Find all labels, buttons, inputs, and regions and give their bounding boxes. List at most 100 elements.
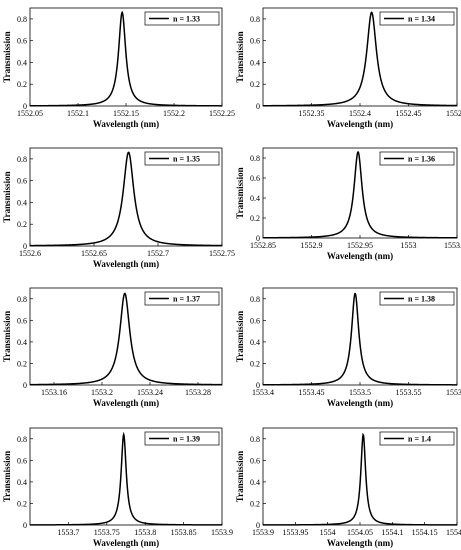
axes-frame: [29, 287, 223, 386]
x-tick-label: 1554.2: [446, 528, 461, 537]
x-axis-label: Wavelength (nm): [327, 119, 393, 129]
y-tick-label: 0.8: [17, 295, 27, 304]
y-tick-label: 0: [23, 242, 27, 251]
x-tick-label: 1553.9: [211, 528, 233, 537]
legend: n = 1.37: [144, 291, 220, 306]
x-tick-label: 1553.2: [91, 388, 113, 397]
y-tick-label: 0.8: [17, 435, 27, 444]
y-tick-label: 0.6: [17, 37, 27, 46]
legend-box: [144, 431, 220, 446]
x-tick-label: 1553.16: [41, 388, 67, 397]
series-line: [263, 11, 458, 107]
x-axis-label: Wavelength (nm): [93, 119, 159, 129]
x-tick-label: 1554: [320, 528, 336, 537]
chart-panel-4: 0 0.2 0.4 0.6 0.8 1552.85 1552.9 1552.95 1553 155…: [235, 147, 461, 261]
y-axis-label: Transmission: [2, 311, 12, 362]
x-tick-label: 1553: [401, 241, 417, 250]
y-tick-label: 0.8: [250, 15, 260, 24]
chart-panel-6: 0 0.2 0.4 0.6 0.8 1553.4 1553.45 1553.5 1553.55 1…: [235, 287, 461, 408]
x-tick-label: 1553.4: [252, 388, 274, 397]
y-axis-label: Transmission: [235, 31, 245, 82]
x-tick-label: 1554.1: [381, 528, 403, 537]
y-tick-label: 0.4: [250, 194, 260, 203]
y-tick-label: 0.2: [250, 359, 260, 368]
x-tick-label: 1552.1: [67, 109, 89, 118]
y-tick-label: 0.2: [250, 214, 260, 223]
y-axis-label: Transmission: [2, 451, 12, 502]
y-tick-label: 0.6: [17, 316, 27, 325]
legend: n = 1.34: [379, 11, 455, 26]
legend-box: [144, 11, 220, 26]
series-line: [30, 292, 222, 386]
legend-label: n = 1.39: [173, 435, 200, 444]
x-tick-label: 1554.15: [412, 528, 438, 537]
legend: n = 1.35: [144, 151, 220, 166]
y-tick-label: 0.4: [17, 198, 27, 207]
x-tick-label: 1553.9: [252, 528, 274, 537]
legend-label: n = 1.33: [173, 15, 200, 24]
chart-panel-1: 0 0.2 0.4 0.6 0.8 1552.05 1552.1 1552.15 1552.2 1…: [2, 7, 235, 129]
x-axis-label: Wavelength (nm): [327, 538, 393, 548]
y-tick-label: 0.8: [17, 15, 27, 24]
chart-panel-2: 0 0.2 0.4 0.6 0.8 1552.35 1552.4 1552.45 1552.5 W…: [235, 7, 461, 129]
x-tick-label: 1552.4: [349, 109, 371, 118]
y-tick-label: 0.2: [17, 359, 27, 368]
legend-label: n = 1.36: [408, 155, 435, 164]
x-tick-label: 1552.25: [209, 109, 235, 118]
y-tick-label: 0.2: [17, 220, 27, 229]
x-tick-label: 1553.45: [299, 388, 325, 397]
x-tick-label: 1552.85: [250, 241, 276, 250]
y-tick-label: 0.8: [250, 435, 260, 444]
series-line: [29, 151, 222, 247]
series-line: [263, 292, 457, 386]
legend-box: [379, 291, 455, 306]
legend-label: n = 1.38: [408, 295, 435, 304]
y-tick-label: 0.6: [250, 174, 260, 183]
legend-label: n = 1.34: [408, 15, 435, 24]
y-tick-label: 0.8: [17, 155, 27, 164]
x-tick-label: 1553.75: [94, 528, 120, 537]
chart-panel-5: 0 0.2 0.4 0.6 0.8 1553.16 1553.2 1553.24 1553.28…: [2, 287, 223, 408]
legend: n = 1.38: [379, 291, 455, 306]
legend: n = 1.36: [379, 151, 455, 166]
legend-label: n = 1.35: [173, 155, 200, 164]
legend-box: [379, 11, 455, 26]
x-tick-label: 1552.45: [396, 109, 422, 118]
x-tick-label: 1552.65: [81, 249, 107, 258]
x-tick-label: 1553.28: [185, 388, 211, 397]
x-tick-label: 1553.55: [396, 388, 422, 397]
y-tick-label: 0.4: [250, 478, 260, 487]
x-tick-label: 1552.95: [347, 241, 373, 250]
legend-box: [379, 431, 455, 446]
x-tick-label: 1553.8: [134, 528, 156, 537]
x-tick-label: 1553.95: [282, 528, 308, 537]
legend-box: [144, 151, 220, 166]
series-line: [262, 150, 457, 239]
x-axis-label: Wavelength (nm): [327, 251, 393, 261]
y-tick-label: 0.8: [250, 154, 260, 163]
y-tick-label: 0: [256, 381, 260, 390]
x-tick-label: 1552.15: [113, 109, 139, 118]
x-axis-label: Wavelength (nm): [327, 398, 393, 408]
axes-frame: [29, 427, 223, 526]
legend-label: n = 1.37: [173, 295, 200, 304]
x-tick-label: 1552.5: [446, 109, 461, 118]
y-tick-label: 0.2: [250, 80, 260, 89]
y-axis-label: Transmission: [2, 171, 12, 222]
x-tick-label: 1553.7: [57, 528, 79, 537]
y-tick-label: 0.4: [17, 478, 27, 487]
x-axis-label: Wavelength (nm): [93, 538, 159, 548]
series-line: [30, 431, 222, 526]
legend: n = 1.39: [144, 431, 220, 446]
x-tick-label: 1552.05: [17, 109, 43, 118]
y-tick-label: 0: [23, 102, 27, 111]
x-tick-label: 1552.35: [299, 109, 325, 118]
x-tick-label: 1553.24: [137, 388, 163, 397]
axes-frame: [29, 147, 223, 247]
y-tick-label: 0.4: [250, 58, 260, 67]
y-tick-label: 0.6: [17, 177, 27, 186]
y-tick-label: 0.6: [250, 456, 260, 465]
y-tick-label: 0.6: [17, 456, 27, 465]
x-tick-label: 1552.2: [163, 109, 185, 118]
y-tick-label: 0.4: [250, 338, 260, 347]
